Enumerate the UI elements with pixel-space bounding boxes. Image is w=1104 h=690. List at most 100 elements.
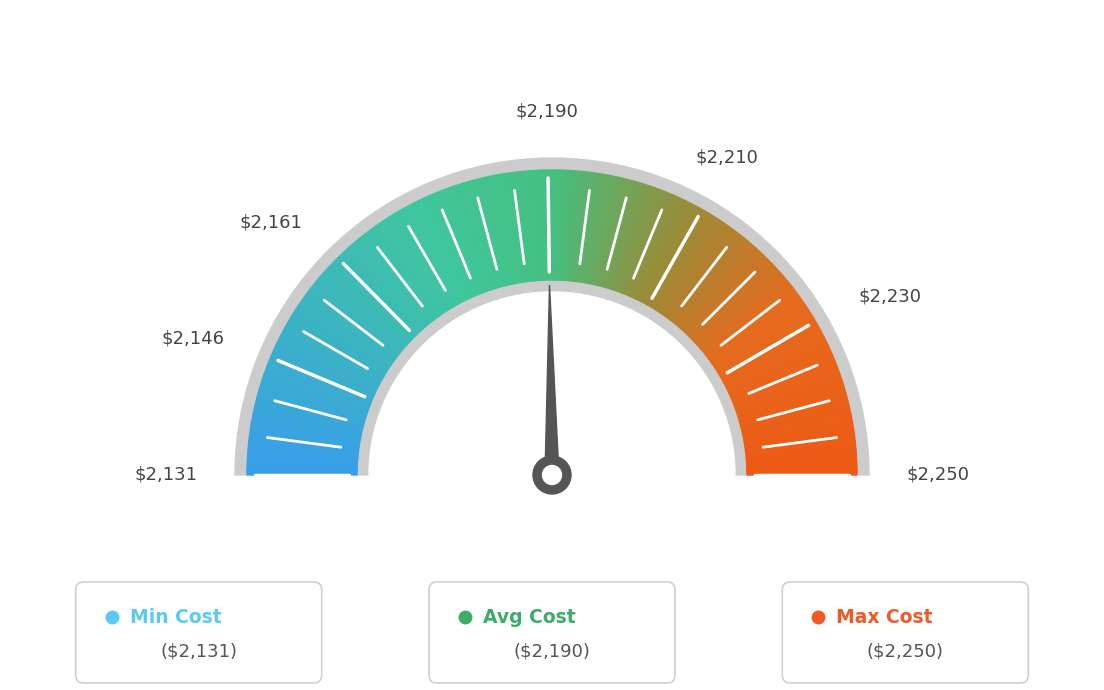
Wedge shape [346, 248, 422, 331]
Wedge shape [745, 437, 854, 453]
Wedge shape [665, 226, 731, 317]
Wedge shape [396, 211, 455, 307]
Wedge shape [247, 456, 358, 465]
Wedge shape [735, 368, 839, 409]
Wedge shape [646, 208, 702, 305]
Wedge shape [520, 171, 533, 281]
Wedge shape [261, 384, 365, 419]
Wedge shape [740, 390, 846, 422]
Wedge shape [682, 248, 758, 331]
Wedge shape [614, 186, 652, 291]
Wedge shape [330, 264, 412, 342]
Wedge shape [300, 301, 392, 366]
Wedge shape [746, 462, 857, 469]
Wedge shape [746, 449, 857, 461]
Wedge shape [677, 240, 749, 326]
Wedge shape [368, 230, 436, 319]
Wedge shape [253, 415, 361, 438]
Text: $2,146: $2,146 [161, 329, 224, 347]
Wedge shape [651, 213, 710, 308]
Wedge shape [348, 246, 423, 330]
Wedge shape [420, 199, 469, 299]
Wedge shape [692, 264, 774, 342]
Wedge shape [670, 232, 739, 321]
Wedge shape [640, 204, 693, 302]
Wedge shape [296, 306, 390, 368]
Wedge shape [407, 205, 461, 303]
Text: $2,161: $2,161 [240, 213, 302, 231]
Wedge shape [312, 283, 401, 354]
FancyBboxPatch shape [783, 582, 1028, 683]
Wedge shape [339, 255, 417, 335]
Wedge shape [317, 278, 403, 351]
Wedge shape [686, 253, 763, 334]
Wedge shape [689, 257, 767, 337]
Wedge shape [247, 469, 357, 473]
Text: ($2,190): ($2,190) [513, 642, 591, 660]
Wedge shape [629, 195, 676, 297]
Wedge shape [400, 209, 456, 306]
Wedge shape [288, 319, 384, 377]
Wedge shape [707, 288, 795, 357]
Wedge shape [696, 268, 778, 344]
Wedge shape [554, 170, 559, 280]
Wedge shape [250, 437, 359, 453]
Wedge shape [248, 446, 358, 459]
Wedge shape [742, 402, 849, 431]
Wedge shape [700, 276, 785, 349]
Wedge shape [660, 221, 723, 314]
Wedge shape [369, 292, 735, 475]
Wedge shape [701, 278, 787, 351]
Wedge shape [719, 317, 815, 376]
Wedge shape [746, 446, 856, 459]
Wedge shape [262, 377, 368, 415]
Wedge shape [583, 174, 603, 283]
Wedge shape [658, 219, 721, 313]
Wedge shape [618, 188, 658, 293]
Wedge shape [667, 228, 734, 319]
Wedge shape [311, 286, 400, 355]
Wedge shape [741, 399, 848, 428]
Wedge shape [732, 357, 835, 402]
Wedge shape [276, 342, 376, 392]
Wedge shape [319, 276, 404, 349]
Wedge shape [678, 242, 752, 327]
Wedge shape [248, 443, 358, 457]
Wedge shape [549, 170, 552, 280]
Wedge shape [708, 290, 797, 359]
Wedge shape [681, 246, 756, 330]
Wedge shape [734, 366, 838, 407]
Wedge shape [337, 257, 415, 337]
Wedge shape [272, 351, 374, 397]
Wedge shape [286, 322, 383, 380]
Wedge shape [702, 281, 789, 353]
Wedge shape [745, 433, 854, 451]
Wedge shape [649, 211, 708, 307]
FancyBboxPatch shape [76, 582, 321, 683]
Wedge shape [370, 228, 437, 319]
Wedge shape [744, 421, 852, 442]
Wedge shape [455, 185, 491, 290]
Wedge shape [257, 393, 364, 424]
Wedge shape [508, 172, 526, 282]
Wedge shape [671, 234, 742, 322]
Wedge shape [389, 216, 449, 310]
Wedge shape [479, 178, 508, 286]
Wedge shape [576, 172, 593, 282]
Wedge shape [736, 375, 841, 413]
Wedge shape [569, 171, 581, 281]
Wedge shape [247, 462, 358, 469]
Wedge shape [648, 209, 704, 306]
Wedge shape [720, 319, 816, 377]
Wedge shape [668, 230, 736, 319]
Wedge shape [711, 298, 803, 364]
Wedge shape [267, 363, 371, 405]
Wedge shape [725, 334, 824, 386]
Wedge shape [571, 171, 584, 281]
Wedge shape [439, 190, 482, 294]
Text: Avg Cost: Avg Cost [482, 608, 575, 627]
Wedge shape [517, 172, 532, 282]
FancyBboxPatch shape [429, 582, 675, 683]
Wedge shape [586, 175, 609, 284]
Wedge shape [613, 185, 649, 290]
